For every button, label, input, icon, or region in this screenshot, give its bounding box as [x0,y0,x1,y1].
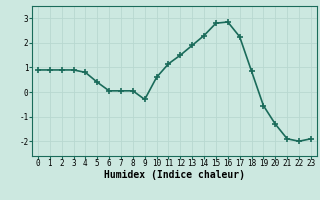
X-axis label: Humidex (Indice chaleur): Humidex (Indice chaleur) [104,170,245,180]
